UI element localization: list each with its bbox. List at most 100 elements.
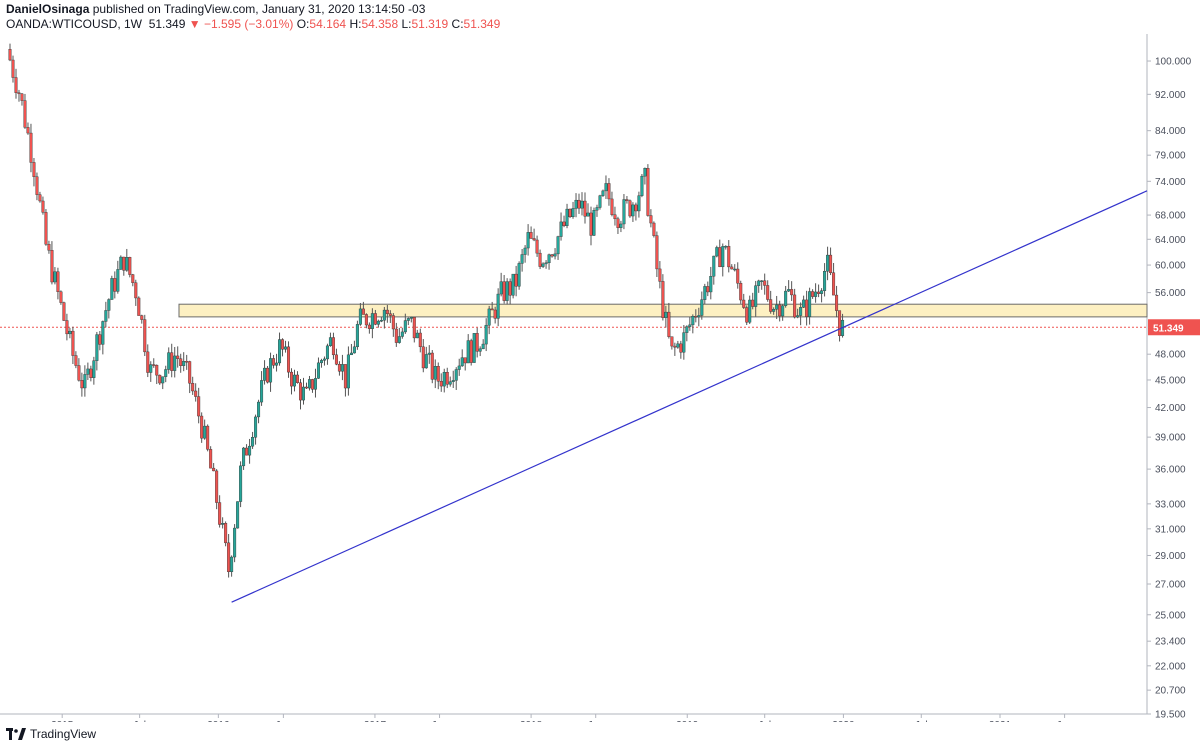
candle-up: [349, 352, 353, 356]
candle-down: [364, 314, 368, 326]
candle-down: [191, 383, 195, 392]
candle-up: [370, 313, 374, 329]
tradingview-brand[interactable]: TradingView: [6, 727, 96, 741]
candle-down: [532, 238, 536, 241]
candle-up: [248, 445, 252, 456]
candle-down: [583, 200, 587, 217]
candle-up: [101, 321, 105, 345]
candle-up: [263, 367, 267, 381]
candle-up: [682, 332, 686, 353]
candle-down: [218, 502, 222, 525]
candle-up: [110, 278, 114, 300]
candle-down: [44, 212, 48, 245]
candle-up: [580, 200, 584, 209]
y-tick-label: 19.500: [1155, 710, 1186, 721]
candle-down: [185, 361, 189, 363]
candle-down: [272, 358, 276, 366]
candle-down: [538, 252, 542, 267]
candle-up: [149, 364, 153, 373]
candle-up: [601, 190, 605, 196]
candle-up: [643, 168, 647, 177]
candle-down: [41, 200, 45, 213]
symbol-label[interactable]: OANDA:WTICOUSD, 1W: [6, 17, 143, 31]
candle-down: [706, 286, 710, 293]
close-label: C:: [451, 17, 464, 31]
candle-down: [206, 425, 210, 450]
candle-up: [814, 291, 818, 297]
author-name[interactable]: DanielOsinaga: [6, 2, 90, 16]
candle-down: [50, 250, 54, 283]
candle-down: [436, 366, 440, 382]
candle-down: [20, 93, 24, 101]
x-tick-label: Jun: [431, 720, 447, 722]
y-tick-label: 48.000: [1155, 350, 1186, 361]
candle-down: [17, 92, 21, 95]
candle-up: [116, 269, 120, 292]
candle-down: [535, 239, 539, 254]
down-arrow-icon: ▼: [188, 17, 201, 31]
candle-down: [718, 247, 722, 268]
candle-down: [80, 380, 84, 389]
y-tick-label: 22.000: [1155, 661, 1186, 672]
candle-down: [23, 100, 27, 128]
candle-down: [421, 346, 425, 369]
candle-down: [616, 218, 620, 228]
candle-up: [799, 307, 803, 316]
candle-up: [460, 357, 464, 367]
candle-down: [412, 317, 416, 339]
candle-down: [391, 315, 395, 330]
candle-down: [613, 214, 617, 220]
candle-down: [469, 340, 473, 363]
candle-up: [125, 257, 129, 271]
candle-up: [748, 299, 752, 323]
candle-down: [179, 358, 183, 366]
candle-up: [239, 465, 243, 502]
candle-up: [319, 360, 323, 364]
candle-up: [278, 339, 282, 364]
candle-up: [251, 437, 255, 447]
y-tick-label: 79.000: [1155, 151, 1186, 162]
candle-up: [233, 527, 237, 558]
candle-down: [8, 49, 12, 61]
candle-down: [817, 291, 821, 294]
candle-down: [152, 364, 156, 366]
candle-down: [742, 299, 746, 308]
candle-down: [730, 266, 734, 270]
candle-up: [415, 332, 419, 339]
candle-up: [637, 195, 641, 212]
candle-down: [739, 282, 743, 301]
candle-down: [310, 379, 314, 390]
candle-down: [296, 374, 300, 383]
candle-up: [511, 273, 515, 296]
candle-up: [313, 378, 317, 390]
price-change: −1.595 (−3.01%): [203, 17, 294, 31]
candle-up: [772, 309, 776, 312]
candle-up: [487, 308, 491, 326]
candle-up: [242, 447, 246, 467]
candle-down: [74, 355, 78, 366]
chart-header: DanielOsinaga published on TradingView.c…: [0, 0, 1200, 34]
candle-up: [92, 360, 96, 378]
last-price: 51.349: [148, 17, 186, 31]
candle-down: [143, 319, 147, 353]
price-chart[interactable]: 100.000 92.000 84.000 79.000 74.000 68.000 64.…: [0, 0, 1200, 722]
candle-down: [209, 449, 213, 469]
low-label: L:: [401, 17, 412, 31]
candle-down: [140, 315, 144, 320]
symbol-quote-line: OANDA:WTICOUSD, 1W 51.349 ▼ −1.595 (−3.0…: [6, 17, 500, 31]
candle-down: [778, 304, 782, 317]
candle-down: [502, 281, 506, 301]
y-tick-label: 68.000: [1155, 211, 1186, 222]
candle-up: [553, 253, 557, 257]
candle-up: [325, 345, 329, 360]
candle-up: [703, 286, 707, 300]
candle-down: [128, 257, 132, 275]
candle-down: [652, 222, 656, 236]
candle-down: [158, 374, 162, 384]
y-tick-label: 92.000: [1155, 90, 1186, 101]
candle-up: [254, 416, 258, 438]
candle-down: [388, 313, 392, 316]
candle-up: [376, 320, 380, 325]
candle-up: [484, 324, 488, 345]
candle-down: [508, 281, 512, 296]
